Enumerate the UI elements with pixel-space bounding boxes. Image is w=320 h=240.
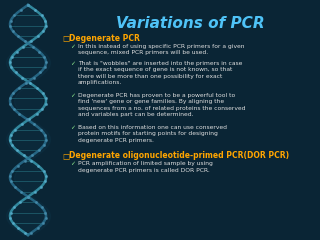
Text: ✓: ✓ bbox=[70, 125, 75, 130]
Text: ✓: ✓ bbox=[70, 44, 75, 49]
Text: Based on this information one can use conserved
protein motifs for starting poin: Based on this information one can use co… bbox=[78, 125, 227, 143]
Text: Variations of PCR: Variations of PCR bbox=[116, 16, 264, 31]
Text: PCR amplification of limited sample by using
degenerate PCR primers is called DO: PCR amplification of limited sample by u… bbox=[78, 162, 213, 173]
Text: □: □ bbox=[62, 34, 69, 43]
Text: Degenerate PCR has proven to be a powerful tool to
find 'new' gene or gene famil: Degenerate PCR has proven to be a powerf… bbox=[78, 93, 245, 117]
Text: ✓: ✓ bbox=[70, 61, 75, 66]
Text: ✓: ✓ bbox=[70, 162, 75, 167]
Text: ✓: ✓ bbox=[70, 93, 75, 98]
Text: In this instead of using specific PCR primers for a given
sequence, mixed PCR pr: In this instead of using specific PCR pr… bbox=[78, 44, 244, 55]
Text: Degenerate PCR: Degenerate PCR bbox=[69, 34, 140, 43]
Text: □: □ bbox=[62, 151, 69, 161]
Text: That is "wobbles" are inserted into the primers in case
if the exact sequence of: That is "wobbles" are inserted into the … bbox=[78, 61, 242, 85]
Text: Degenerate oligonucleotide-primed PCR(DOR PCR): Degenerate oligonucleotide-primed PCR(DO… bbox=[69, 151, 289, 161]
